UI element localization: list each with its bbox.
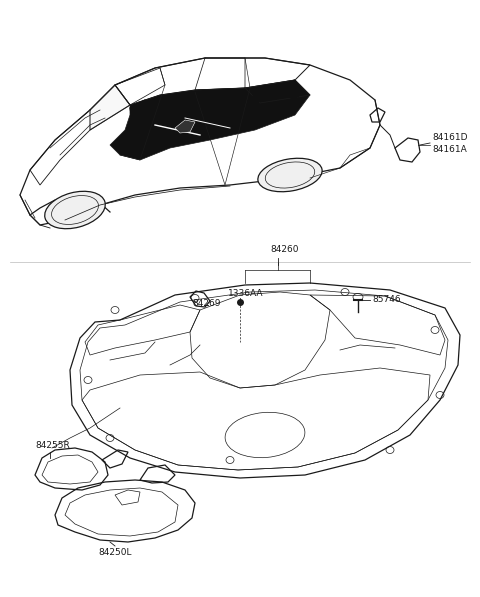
- Ellipse shape: [258, 158, 322, 192]
- Text: 84255R: 84255R: [35, 442, 70, 451]
- Text: 84250L: 84250L: [98, 548, 132, 557]
- Text: 84161D: 84161D: [432, 134, 468, 143]
- Polygon shape: [285, 80, 300, 100]
- Polygon shape: [90, 85, 130, 130]
- Polygon shape: [110, 80, 310, 160]
- Text: 1336AA: 1336AA: [228, 290, 264, 298]
- Text: 84260: 84260: [271, 245, 299, 254]
- Polygon shape: [252, 85, 268, 103]
- Text: 85746: 85746: [372, 296, 401, 304]
- Text: 84269: 84269: [192, 300, 220, 309]
- Polygon shape: [175, 120, 195, 133]
- Polygon shape: [245, 80, 310, 103]
- Text: 84161A: 84161A: [432, 146, 467, 155]
- Ellipse shape: [45, 191, 105, 229]
- Polygon shape: [130, 100, 148, 122]
